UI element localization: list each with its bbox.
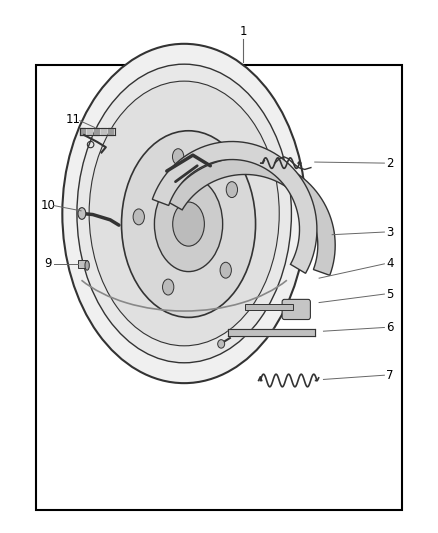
FancyBboxPatch shape (282, 300, 311, 319)
Text: 1: 1 (239, 25, 247, 38)
Text: 4: 4 (386, 257, 394, 270)
Ellipse shape (173, 149, 184, 165)
Ellipse shape (155, 176, 223, 272)
PathPatch shape (167, 157, 335, 276)
Ellipse shape (89, 81, 279, 346)
Ellipse shape (173, 202, 205, 246)
Bar (78, 260, 87, 268)
Ellipse shape (121, 131, 255, 317)
Ellipse shape (220, 262, 231, 278)
Text: 5: 5 (386, 288, 394, 301)
PathPatch shape (152, 141, 317, 273)
Ellipse shape (133, 209, 145, 225)
Ellipse shape (226, 182, 237, 198)
Ellipse shape (78, 208, 86, 219)
Text: 2: 2 (386, 157, 394, 169)
Text: 6: 6 (386, 321, 394, 334)
Circle shape (218, 340, 225, 348)
Ellipse shape (77, 64, 291, 363)
Text: 11: 11 (66, 112, 81, 126)
Ellipse shape (62, 44, 306, 383)
Text: 3: 3 (386, 225, 394, 239)
Ellipse shape (162, 279, 174, 295)
Ellipse shape (85, 261, 89, 270)
Bar (245, 304, 293, 310)
Text: 7: 7 (386, 369, 394, 382)
Text: 10: 10 (41, 199, 55, 212)
Bar (36, 65, 402, 511)
Text: 9: 9 (44, 257, 52, 270)
